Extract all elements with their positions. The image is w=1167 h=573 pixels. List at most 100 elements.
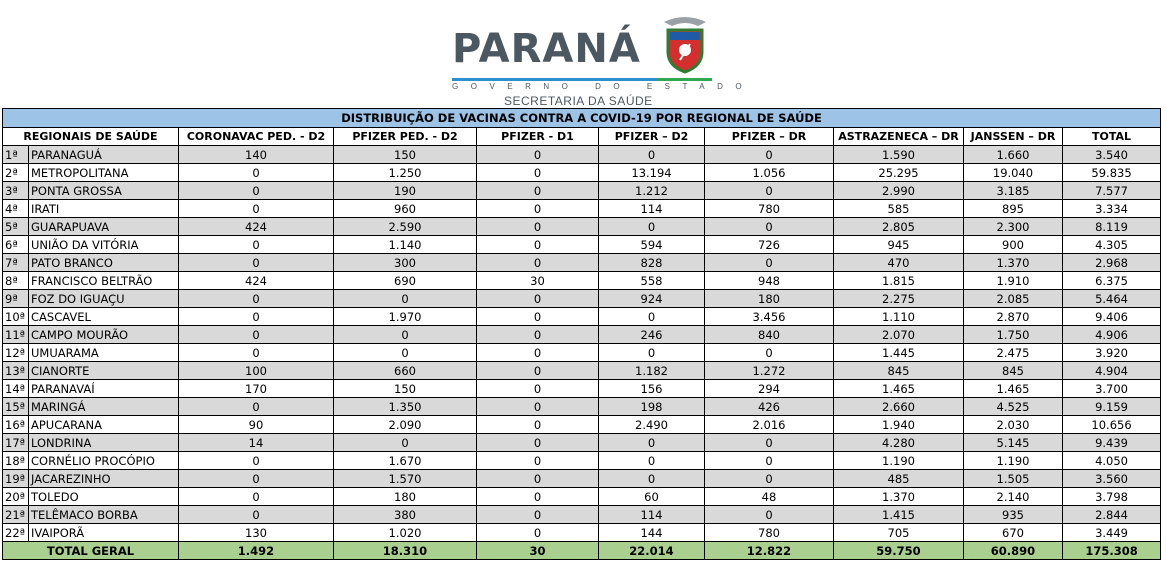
table-cell: 0 [178, 487, 334, 506]
table-cell: 3.798 [1061, 487, 1162, 506]
table-cell: 1.505 [963, 469, 1063, 488]
regional-name: FOZ DO IGUAÇU [28, 289, 179, 308]
table-cell: 246 [598, 325, 705, 344]
table-cell: 144 [598, 523, 705, 542]
regional-name: PARANAGUÁ [28, 145, 179, 164]
regional-rank: 10ª [2, 307, 29, 326]
table-cell: 0 [704, 343, 834, 362]
column-header: PFIZER - D1 [476, 127, 599, 146]
table-cell: 845 [963, 361, 1063, 380]
table-cell: 780 [704, 199, 834, 218]
table-header-row: REGIONAIS DE SAÚDE CORONAVAC PED. - D2 PFI… [2, 127, 1162, 146]
table-cell: 780 [704, 523, 834, 542]
table-cell: 2.275 [833, 289, 964, 308]
table-row: 11ª CAMPO MOURÃO 0 0 0 246 840 2.070 1.750 4.906 [2, 325, 1162, 344]
regional-name: JACAREZINHO [28, 469, 179, 488]
column-header: JANSSEN – DR [963, 127, 1063, 146]
table-cell: 0 [704, 181, 834, 200]
table-row: 7ª PATO BRANCO 0 300 0 828 0 470 1.370 2.968 [2, 253, 1162, 272]
table-cell: 180 [333, 487, 477, 506]
regional-name: CASCAVEL [28, 307, 179, 326]
table-cell: 0 [333, 343, 477, 362]
table-row: 9ª FOZ DO IGUAÇU 0 0 0 924 180 2.275 2.085 5.464 [2, 289, 1162, 308]
table-cell: 0 [476, 307, 599, 326]
table-row: 16ª APUCARANA 90 2.090 0 2.490 2.016 1.940 2.030… [2, 415, 1162, 434]
table-cell: 4.305 [1061, 235, 1162, 254]
regional-name: CIANORTE [28, 361, 179, 380]
total-cell: 1.492 [178, 541, 334, 560]
regional-name: UMUARAMA [28, 343, 179, 362]
table-cell: 2.016 [704, 415, 834, 434]
table-cell: 2.030 [963, 415, 1063, 434]
table-cell: 4.906 [1061, 325, 1162, 344]
table-cell: 3.920 [1061, 343, 1162, 362]
regional-name: UNIÃO DA VITÓRIA [28, 235, 179, 254]
table-cell: 1.056 [704, 163, 834, 182]
table-cell: 25.295 [833, 163, 964, 182]
table-cell: 2.805 [833, 217, 964, 236]
table-cell: 1.750 [963, 325, 1063, 344]
regional-rank: 14ª [2, 379, 29, 398]
regional-rank: 9ª [2, 289, 29, 308]
table-cell: 0 [598, 217, 705, 236]
table-cell: 0 [178, 451, 334, 470]
table-cell: 0 [476, 253, 599, 272]
table-cell: 100 [178, 361, 334, 380]
table-cell: 1.910 [963, 271, 1063, 290]
table-cell: 0 [476, 379, 599, 398]
table-cell: 8.119 [1061, 217, 1162, 236]
regional-rank: 1ª [2, 145, 29, 164]
table-cell: 1.670 [333, 451, 477, 470]
total-cell: 60.890 [963, 541, 1063, 560]
table-cell: 960 [333, 199, 477, 218]
table-cell: 0 [598, 145, 705, 164]
table-cell: 0 [598, 343, 705, 362]
table-cell: 3.456 [704, 307, 834, 326]
table-row: 15ª MARINGÁ 0 1.350 0 198 426 2.660 4.525 9.159 [2, 397, 1162, 416]
table-cell: 3.700 [1061, 379, 1162, 398]
table-cell: 190 [333, 181, 477, 200]
regional-rank: 3ª [2, 181, 29, 200]
table-cell: 1.415 [833, 505, 964, 524]
regional-name: PONTA GROSSA [28, 181, 179, 200]
table-row: 10ª CASCAVEL 0 1.970 0 0 3.456 1.110 2.870 9.406 [2, 307, 1162, 326]
table-cell: 114 [598, 199, 705, 218]
table-cell: 2.140 [963, 487, 1063, 506]
table-cell: 945 [833, 235, 964, 254]
table-cell: 1.370 [833, 487, 964, 506]
table-cell: 0 [598, 469, 705, 488]
table-cell: 140 [178, 145, 334, 164]
table-cell: 4.280 [833, 433, 964, 452]
table-cell: 0 [476, 469, 599, 488]
table-cell: 1.970 [333, 307, 477, 326]
regional-rank: 20ª [2, 487, 29, 506]
table-cell: 0 [598, 307, 705, 326]
column-header: PFIZER – DR [704, 127, 834, 146]
regional-rank: 4ª [2, 199, 29, 218]
table-cell: 1.190 [963, 451, 1063, 470]
table-cell: 1.465 [833, 379, 964, 398]
table-cell: 0 [476, 523, 599, 542]
table-cell: 1.940 [833, 415, 964, 434]
table-cell: 485 [833, 469, 964, 488]
table-cell: 1.140 [333, 235, 477, 254]
regional-rank: 21ª [2, 505, 29, 524]
table-cell: 2.660 [833, 397, 964, 416]
regional-name: IRATI [28, 199, 179, 218]
table-row: 4ª IRATI 0 960 0 114 780 585 895 3.334 [2, 199, 1162, 218]
table-cell: 90 [178, 415, 334, 434]
regional-rank: 18ª [2, 451, 29, 470]
table-cell: 0 [476, 505, 599, 524]
total-cell: 22.014 [598, 541, 705, 560]
table-cell: 0 [704, 145, 834, 164]
table-cell: 30 [476, 271, 599, 290]
table-cell: 114 [598, 505, 705, 524]
table-cell: 3.560 [1061, 469, 1162, 488]
table-cell: 660 [333, 361, 477, 380]
table-cell: 585 [833, 199, 964, 218]
table-row: 20ª TOLEDO 0 180 0 60 48 1.370 2.140 3.798 [2, 487, 1162, 506]
table-cell: 0 [178, 325, 334, 344]
table-row: 22ª IVAIPORÃ 130 1.020 0 144 780 705 670 3.449 [2, 523, 1162, 542]
column-header: ASTRAZENECA – DR [833, 127, 964, 146]
table-cell: 845 [833, 361, 964, 380]
